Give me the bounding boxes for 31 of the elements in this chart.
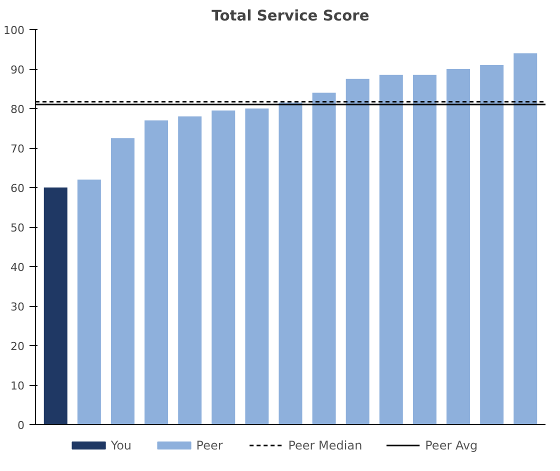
y-tick-label: 0 bbox=[18, 419, 24, 432]
y-tick-label: 40 bbox=[10, 261, 25, 274]
bar bbox=[379, 74, 403, 424]
bar bbox=[212, 110, 236, 424]
bar bbox=[178, 116, 202, 424]
bar bbox=[412, 74, 436, 424]
bar bbox=[278, 102, 302, 424]
bar bbox=[144, 120, 168, 424]
legend-label: Peer Median bbox=[288, 438, 362, 452]
y-tick-label: 30 bbox=[10, 300, 25, 314]
legend-label: You bbox=[110, 438, 132, 452]
y-tick-label: 60 bbox=[10, 182, 25, 195]
bar bbox=[312, 92, 336, 424]
legend-label: Peer Avg bbox=[425, 438, 478, 452]
legend-label: Peer bbox=[196, 438, 223, 452]
bar bbox=[44, 188, 68, 424]
y-tick-label: 20 bbox=[10, 340, 25, 353]
bar bbox=[514, 53, 538, 424]
y-tick-label: 90 bbox=[10, 64, 25, 76]
bar bbox=[77, 180, 101, 424]
y-tick-label: 70 bbox=[10, 142, 25, 156]
y-tick-label: 10 bbox=[10, 380, 25, 392]
bar bbox=[245, 108, 269, 424]
y-tick-label: 100 bbox=[4, 24, 25, 37]
bar bbox=[110, 138, 134, 424]
bar bbox=[346, 78, 370, 424]
y-tick-label: 80 bbox=[10, 103, 25, 116]
chart-title: Total Service Score bbox=[212, 8, 370, 24]
y-tick-label: 50 bbox=[10, 222, 25, 234]
bar bbox=[446, 69, 470, 424]
bar bbox=[480, 65, 504, 424]
